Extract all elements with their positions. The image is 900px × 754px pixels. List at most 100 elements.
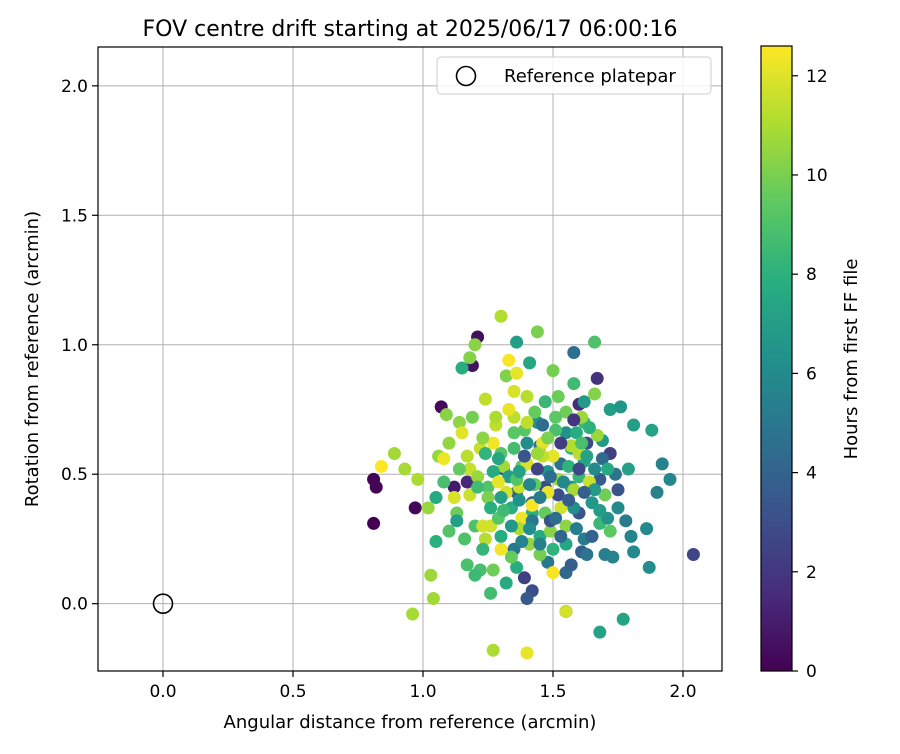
data-point: [543, 470, 557, 484]
data-point: [439, 408, 453, 422]
data-point: [486, 643, 500, 657]
data-point: [455, 426, 469, 440]
data-point: [533, 547, 547, 561]
data-point: [507, 441, 521, 455]
data-point: [538, 395, 552, 409]
reference-platepar-marker: [152, 593, 174, 614]
data-point: [546, 449, 560, 463]
data-point: [562, 459, 576, 473]
data-point: [421, 501, 435, 515]
data-point: [642, 560, 656, 574]
chart-title: FOV centre drift starting at 2025/06/17 …: [143, 17, 678, 42]
data-point: [606, 550, 620, 564]
colorbar-ticks: 0 2 4 6 8 10 12: [792, 67, 828, 682]
data-point: [499, 369, 513, 383]
data-point: [582, 421, 596, 435]
data-point: [611, 483, 625, 497]
data-point: [530, 462, 544, 476]
data-point: [367, 516, 381, 530]
data-point: [502, 402, 516, 416]
data-point: [580, 547, 594, 561]
reference-marker-layer: [152, 593, 174, 614]
data-point: [523, 522, 537, 536]
data-point: [645, 423, 659, 437]
data-point: [520, 646, 534, 660]
colorbar-gradient: [760, 45, 793, 672]
y-tick-label: 2.0: [61, 77, 88, 97]
data-point: [460, 558, 474, 572]
data-point: [515, 511, 529, 525]
data-point: [559, 604, 573, 618]
data-point: [624, 529, 638, 543]
data-point: [484, 501, 498, 515]
x-axis-label: Angular distance from reference (arcmin): [224, 712, 597, 733]
colorbar-tick-label: 6: [806, 364, 817, 384]
data-point: [520, 390, 534, 404]
data-point: [533, 537, 547, 551]
data-point: [549, 511, 563, 525]
data-point: [603, 402, 617, 416]
data-point: [564, 439, 578, 453]
x-tick-label: 2.0: [669, 682, 696, 702]
data-point: [471, 470, 485, 484]
y-axis-label: Rotation from reference (arcmin): [22, 211, 43, 507]
data-point: [588, 335, 602, 349]
data-point: [484, 586, 498, 600]
data-point: [554, 529, 568, 543]
data-point: [369, 480, 383, 494]
colorbar-tick-label: 10: [806, 166, 828, 186]
data-point: [491, 452, 505, 466]
data-point: [523, 356, 537, 370]
data-point: [489, 410, 503, 424]
data-point: [541, 431, 555, 445]
data-point: [406, 607, 420, 621]
data-point: [512, 493, 526, 507]
data-point: [530, 447, 544, 461]
data-point: [481, 491, 495, 505]
colorbar: 0 2 4 6 8 10 12 Hours from first FF file: [760, 45, 862, 682]
data-point: [465, 410, 479, 424]
x-tick-label: 1.0: [409, 682, 436, 702]
data-point: [611, 501, 625, 515]
grid-lines: [98, 47, 722, 671]
data-point: [616, 612, 630, 626]
data-point: [686, 547, 700, 561]
data-point: [536, 418, 550, 432]
data-point: [530, 325, 544, 339]
data-point: [572, 462, 586, 476]
data-point: [494, 542, 508, 556]
data-point: [497, 503, 511, 517]
data-point: [577, 485, 591, 499]
y-tick-label: 0.0: [61, 595, 88, 615]
data-point: [559, 426, 573, 440]
data-point: [510, 560, 524, 574]
legend: Reference platepar: [436, 56, 712, 95]
data-point: [533, 491, 547, 505]
data-point: [455, 361, 469, 375]
data-point: [429, 535, 443, 549]
data-point: [590, 371, 604, 385]
data-point: [663, 472, 677, 486]
data-point: [588, 462, 602, 476]
data-point: [452, 462, 466, 476]
data-point: [567, 377, 581, 391]
data-point: [494, 529, 508, 543]
data-point: [476, 431, 490, 445]
data-point: [598, 488, 612, 502]
data-point: [520, 592, 534, 606]
data-point: [655, 457, 669, 471]
x-tick-label: 1.5: [539, 682, 566, 702]
data-point: [593, 625, 607, 639]
data-point: [546, 566, 560, 580]
data-point: [601, 462, 615, 476]
colorbar-tick-label: 8: [806, 265, 817, 285]
data-point: [577, 395, 591, 409]
data-point: [556, 475, 570, 489]
data-point: [564, 558, 578, 572]
data-point: [567, 413, 581, 427]
data-point: [468, 568, 482, 582]
data-point: [504, 519, 518, 533]
data-point: [621, 462, 635, 476]
data-point: [549, 410, 563, 424]
